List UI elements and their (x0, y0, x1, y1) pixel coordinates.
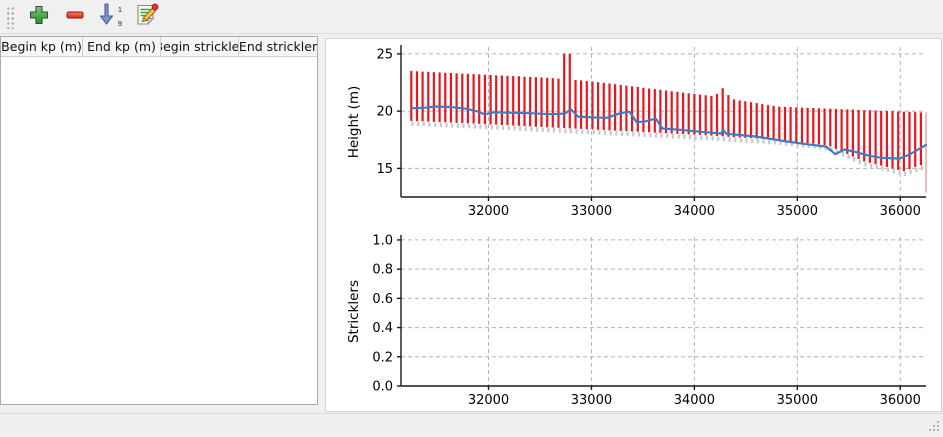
strickler-table-panel: Begin kp (m) End kp (m) Begin strickler … (0, 36, 318, 405)
svg-text:Stricklers: Stricklers (346, 280, 362, 343)
svg-text:33000: 33000 (571, 393, 612, 408)
svg-text:32000: 32000 (468, 204, 509, 219)
toolbar-drag-handle[interactable] (5, 4, 14, 29)
svg-text:Height (m): Height (m) (346, 86, 362, 159)
svg-text:0.0: 0.0 (372, 380, 393, 395)
column-header-end-kp[interactable]: End kp (m) (83, 37, 161, 56)
height-chart: 32000 33000 34000 35000 36000 15 20 25 Height (m… (346, 45, 928, 219)
svg-text:15: 15 (376, 162, 393, 177)
svg-text:36000: 36000 (880, 393, 921, 408)
toolbar: 1 9 (0, 0, 943, 34)
svg-text:35000: 35000 (777, 393, 818, 408)
svg-text:36000: 36000 (880, 204, 921, 219)
column-header-begin-strickler[interactable]: Begin strickler (161, 37, 239, 56)
svg-text:0.6: 0.6 (372, 292, 393, 307)
svg-text:25: 25 (376, 47, 393, 62)
table-body-empty[interactable] (1, 57, 317, 404)
svg-text:34000: 34000 (674, 204, 715, 219)
resize-grip-icon[interactable] (927, 418, 941, 432)
edit-note-icon (134, 2, 160, 31)
edit-button[interactable] (131, 2, 163, 32)
plus-icon (27, 3, 51, 30)
remove-row-button[interactable] (59, 2, 91, 32)
panel-splitter[interactable] (319, 36, 325, 405)
minus-icon (63, 3, 87, 30)
svg-text:34000: 34000 (674, 393, 715, 408)
column-header-end-strickler[interactable]: End strickler (239, 39, 317, 54)
svg-text:0.4: 0.4 (372, 321, 393, 336)
sort-icon-number-9: 9 (117, 19, 122, 28)
svg-text:0.2: 0.2 (372, 350, 393, 365)
column-header-begin-kp[interactable]: Begin kp (m) (1, 37, 83, 56)
add-row-button[interactable] (23, 2, 55, 32)
stricklers-chart: 32000 33000 34000 35000 36000 0.0 0.2 0.4 0.6 0.8… (346, 233, 926, 408)
status-bar (0, 413, 943, 434)
sort-button[interactable]: 1 9 (95, 2, 127, 32)
svg-text:33000: 33000 (571, 204, 612, 219)
svg-text:20: 20 (376, 105, 393, 120)
table-header-row: Begin kp (m) End kp (m) Begin strickler … (1, 37, 317, 57)
svg-text:0.8: 0.8 (372, 263, 393, 278)
charts-panel: 32000 33000 34000 35000 36000 15 20 25 Height (m… (325, 38, 942, 412)
svg-text:35000: 35000 (777, 204, 818, 219)
sort-icon-number-1: 1 (117, 4, 122, 14)
sort-numeric-icon (98, 1, 124, 32)
svg-text:32000: 32000 (468, 393, 509, 408)
svg-text:1.0: 1.0 (372, 233, 393, 248)
